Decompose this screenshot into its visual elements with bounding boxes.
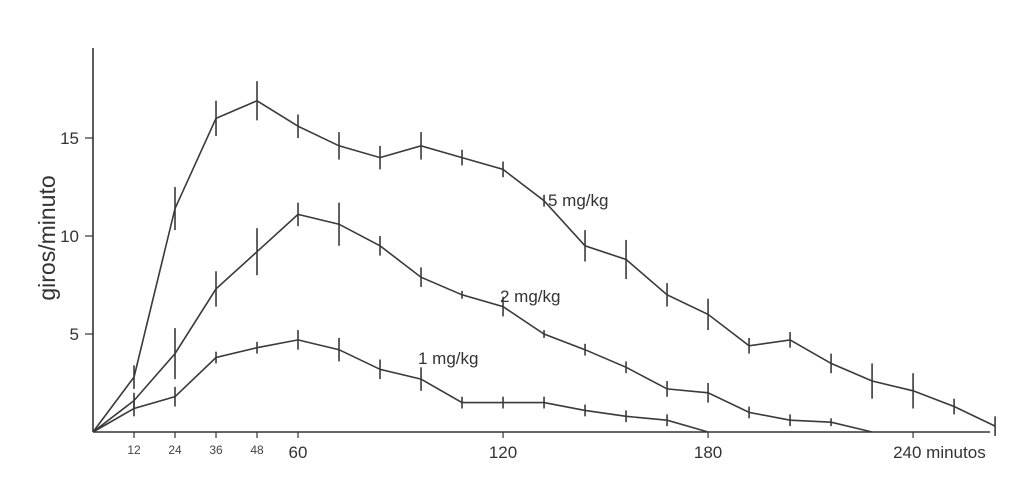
series-label: 5 mg/kg [548, 191, 608, 210]
x-tick-label: 48 [250, 443, 264, 457]
x-tick-label: 180 [694, 443, 722, 462]
series-3 [92, 330, 709, 433]
series-line [92, 339, 709, 433]
y-tick-label: 10 [60, 227, 79, 246]
x-tick-label: 240 minutos [893, 443, 986, 462]
series-layer [92, 81, 996, 436]
y-axis-label: giros/minuto [34, 175, 60, 300]
series-line [92, 99, 996, 433]
axes [85, 48, 990, 438]
x-tick-label: 120 [489, 443, 517, 462]
y-tick-label: 5 [70, 325, 79, 344]
x-tick-label: 60 [289, 443, 308, 462]
series-label: 2 mg/kg [500, 287, 560, 306]
x-tick-label: 24 [168, 443, 182, 457]
labels-layer: 5 10 15 12 24 36 48 60 120 180 240 minutos giros/mi… [34, 129, 986, 462]
series-1 [92, 81, 996, 436]
series-2 [92, 202, 873, 433]
x-tick-label: 36 [209, 443, 223, 457]
series-label: 1 mg/kg [418, 349, 478, 368]
series-line [92, 213, 873, 433]
y-tick-label: 15 [60, 129, 79, 148]
x-tick-label: 12 [127, 443, 141, 457]
